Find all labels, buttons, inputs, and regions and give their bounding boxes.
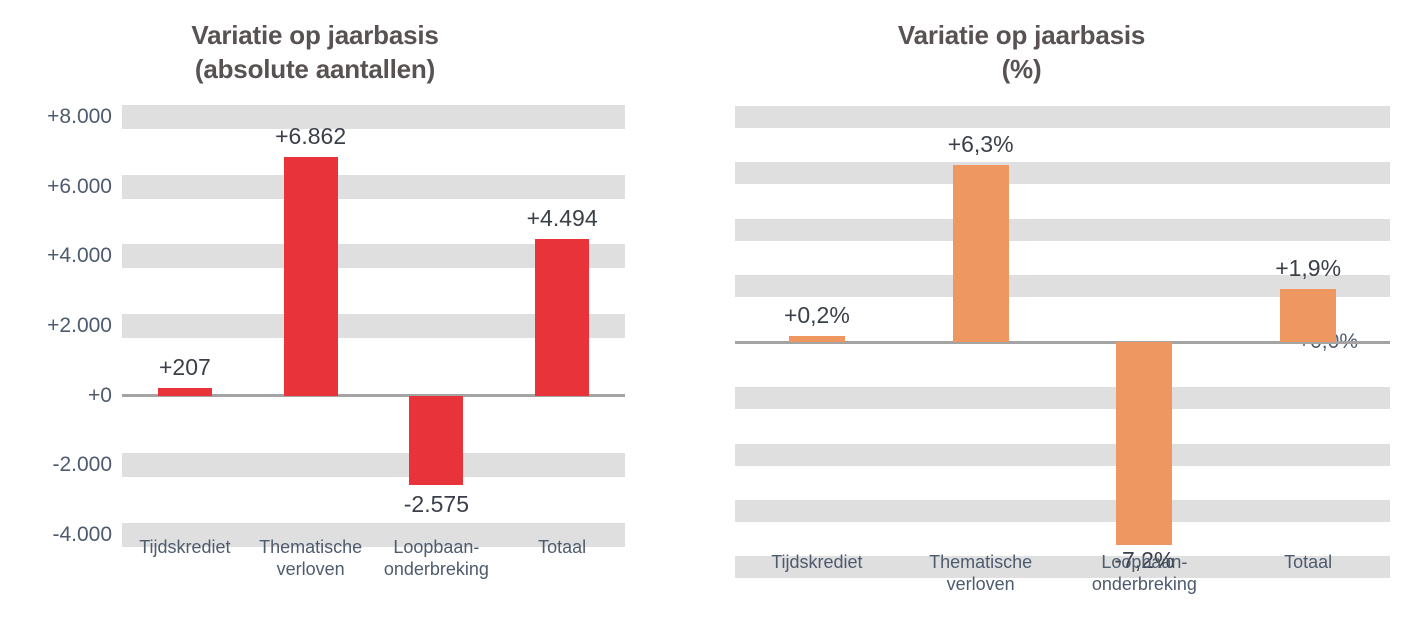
gridline-band: [122, 174, 625, 199]
category-label-line: Totaal: [1284, 552, 1333, 572]
category-label-line: verloven: [276, 558, 345, 579]
bar-value-label: +207: [158, 354, 211, 381]
bar[interactable]: [1280, 288, 1337, 342]
gridline-band: [735, 218, 1390, 241]
category-label-line: Tijdskrediet: [771, 552, 863, 572]
x-axis-category-label: Totaal: [538, 537, 586, 559]
x-axis-category-label: Thematische verloven: [929, 552, 1032, 596]
gridline-band: [735, 106, 1390, 128]
chart-title-percent: Variatie op jaarbasis (%): [630, 18, 1413, 87]
category-label-line: onderbreking: [1091, 573, 1197, 594]
y-axis-tick-label: +6.000: [47, 174, 112, 198]
gridline-band: [122, 523, 625, 547]
bar[interactable]: [283, 156, 338, 396]
gridline-band: [735, 387, 1390, 410]
zero-baseline: [122, 394, 625, 398]
x-axis-category-label: Totaal: [1284, 552, 1332, 574]
gridline-band: [735, 499, 1390, 522]
x-axis-category-label: Loopbaan-onderbreking: [1092, 552, 1197, 596]
gridline-band: [735, 443, 1390, 466]
y-axis-tick-label: -4.000: [52, 523, 112, 546]
category-label-line: Totaal: [538, 537, 587, 557]
y-axis-tick-label: +0: [88, 383, 112, 407]
plot-area-absolute: +207 Tijdskrediet +6.862 Thematische verlove…: [122, 105, 625, 579]
bar[interactable]: [409, 395, 464, 486]
bar-value-label: +1,9%: [1275, 254, 1342, 281]
y-axis-tick-label: +4.000: [47, 244, 112, 268]
category-label-line: verloven: [946, 573, 1015, 594]
zero-baseline: [735, 340, 1390, 344]
category-label-line: Thematische: [259, 537, 363, 557]
bar-value-label: +6.862: [275, 122, 347, 149]
bar[interactable]: [535, 239, 590, 396]
x-axis-category-label: Loopbaan-onderbreking: [384, 537, 489, 581]
gridline-band: [735, 162, 1390, 185]
chart-title-line-1: Variatie op jaarbasis: [897, 20, 1146, 50]
bar-value-label: -2.575: [403, 491, 469, 518]
y-axis-tick-label: +2.000: [47, 314, 112, 337]
chart-title-line-1: Variatie op jaarbasis: [191, 20, 439, 50]
plot-area-percent: +0,2% Tijdskrediet +6,3% Thematische verlove…: [735, 106, 1390, 594]
y-axis-absolute: +8.000 +6.000 +4.000 +2.000 +0 -2.000 -4.000: [8, 105, 112, 546]
x-axis-category-label: Tijdskrediet: [771, 552, 862, 574]
bar[interactable]: [788, 336, 845, 342]
chart-panel-percent: Variatie op jaarbasis (%) +8,0%+6,0%+4,0…: [630, 0, 1413, 642]
chart-title-absolute: Variatie op jaarbasis (absolute aantalle…: [0, 18, 630, 87]
gridline-band: [735, 556, 1390, 578]
y-axis-tick-label: +8.000: [47, 105, 112, 128]
y-axis-tick-label: -2.000: [52, 453, 112, 477]
gridline-band: [122, 453, 625, 478]
gridline-band: [122, 105, 625, 129]
x-axis-category-label: Tijdskrediet: [139, 537, 230, 559]
bar-value-label: +4.494: [526, 205, 598, 232]
chart-title-line-2: (%): [1001, 54, 1042, 85]
chart-panel-absolute: Variatie op jaarbasis (absolute aantalle…: [0, 0, 630, 642]
bar[interactable]: [1116, 342, 1173, 545]
chart-title-line-2: (absolute aantallen): [194, 54, 436, 85]
bar-value-label: -7,2%: [1114, 546, 1175, 573]
category-label-line: Thematische: [929, 552, 1033, 572]
category-label-line: Tijdskrediet: [139, 537, 231, 557]
gridline-band: [735, 274, 1390, 297]
category-label-line: onderbreking: [383, 558, 489, 579]
bar[interactable]: [157, 388, 212, 396]
bar-value-label: +6,3%: [947, 130, 1014, 157]
bar[interactable]: [952, 164, 1009, 342]
category-label-line: Loopbaan-: [1101, 552, 1188, 572]
category-label-line: Loopbaan-: [393, 537, 480, 557]
bar-value-label: +0,2%: [783, 302, 850, 329]
x-axis-category-label: Thematische verloven: [259, 537, 362, 581]
